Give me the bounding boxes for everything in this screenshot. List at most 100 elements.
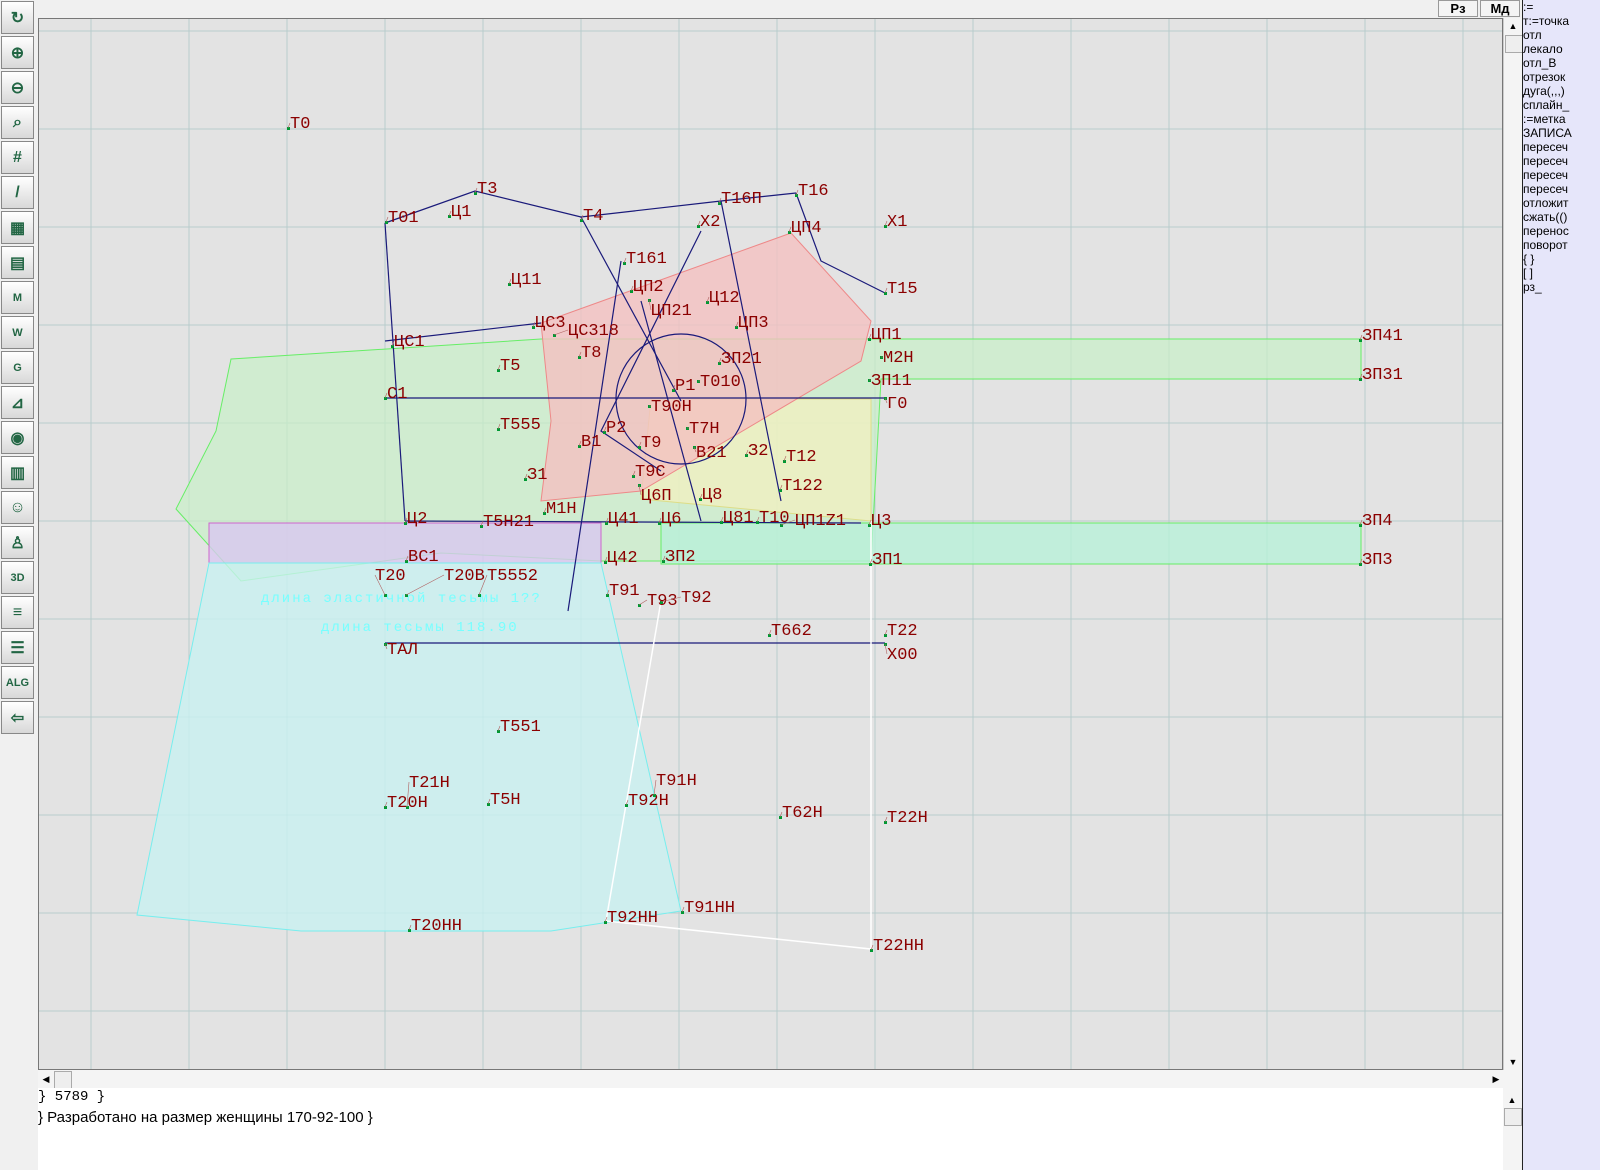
md-button[interactable]: Мд — [1480, 0, 1520, 17]
command-item[interactable]: ЗАПИСА — [1523, 126, 1572, 140]
console-output[interactable]: } 5789 } } Разработано на размер женщины… — [38, 1088, 1503, 1170]
document-button[interactable]: ≡ — [1, 596, 34, 629]
point-label: Ц6П — [641, 487, 672, 506]
point-marker — [1359, 524, 1362, 527]
scroll-up-icon[interactable]: ▲ — [1507, 1095, 1517, 1105]
line-button[interactable]: / — [1, 176, 34, 209]
camera-button[interactable]: ◉ — [1, 421, 34, 454]
annotation-text: длина эластичной тесьмы 1?? — [261, 590, 542, 607]
command-item[interactable]: пересеч — [1523, 168, 1569, 182]
command-item[interactable]: сжать(() — [1523, 210, 1568, 224]
point-marker — [699, 498, 702, 501]
pattern-line — [404, 520, 862, 524]
scroll-right-icon[interactable]: ▶ — [1492, 1074, 1500, 1084]
point-label: ЦС3 — [535, 314, 566, 333]
command-item[interactable]: рз_ — [1523, 280, 1542, 294]
command-item[interactable]: := — [1523, 0, 1534, 14]
pattern-button[interactable]: ▤ — [1, 246, 34, 279]
point-marker — [524, 478, 527, 481]
label-leader-line — [497, 423, 501, 430]
point-label: Т91 — [609, 582, 640, 601]
table-button[interactable]: ▥ — [1, 456, 34, 489]
command-item[interactable]: пересеч — [1523, 154, 1569, 168]
label-leader-line — [718, 357, 722, 364]
point-label: ЗП4 — [1362, 512, 1393, 531]
line-icon: / — [15, 183, 20, 201]
command-item[interactable]: [ ] — [1523, 266, 1534, 280]
avatar-button[interactable]: ☺ — [1, 491, 34, 524]
M-icon: M — [12, 291, 23, 304]
command-item[interactable]: пересеч — [1523, 182, 1569, 196]
ALG-button[interactable]: ALG — [1, 666, 34, 699]
point-marker — [408, 929, 411, 932]
point-label: Ц81 — [723, 509, 754, 528]
command-item[interactable]: { } — [1523, 252, 1535, 266]
drawing-canvas[interactable]: длина эластичной тесьмы 1?? длина тесьмы … — [38, 18, 1503, 1070]
M-button[interactable]: M — [1, 281, 34, 314]
pattern-drawing[interactable]: длина эластичной тесьмы 1?? длина тесьмы … — [39, 19, 1503, 1070]
hscroll-thumb[interactable] — [54, 1071, 72, 1089]
layers-button[interactable]: ☰ — [1, 631, 34, 664]
point-label: ЗП41 — [1362, 327, 1403, 346]
label-leader-line — [720, 516, 724, 523]
point-marker — [404, 522, 407, 525]
scroll-down-icon[interactable]: ▼ — [1508, 1057, 1518, 1067]
command-item[interactable]: дуга(,,,) — [1523, 84, 1565, 98]
command-item[interactable]: отл_В — [1523, 56, 1557, 70]
command-item[interactable]: поворот — [1523, 238, 1568, 252]
zoom-out-button[interactable]: ⊖ — [1, 71, 34, 104]
command-item[interactable]: :=метка — [1523, 112, 1566, 126]
command-item[interactable]: лекало — [1523, 42, 1563, 56]
W-button[interactable]: W — [1, 316, 34, 349]
point-marker — [474, 192, 477, 195]
label-leader-line — [699, 493, 703, 500]
label-leader-line — [604, 556, 608, 563]
horizontal-scrollbar[interactable]: ◀ ▶ — [38, 1070, 1522, 1089]
scroll-up-icon[interactable]: ▲ — [1508, 21, 1518, 31]
pattern-line — [795, 192, 886, 294]
zoom-fit-button[interactable]: ⌕ — [1, 106, 34, 139]
pattern-line — [600, 230, 702, 472]
command-item[interactable]: отрезок — [1523, 70, 1566, 84]
point-marker — [735, 326, 738, 329]
label-leader-line — [580, 214, 584, 221]
point-marker — [648, 299, 651, 302]
jacket-button[interactable]: ♙ — [1, 526, 34, 559]
label-leader-line — [508, 278, 512, 285]
label-leader-line — [735, 321, 739, 328]
point-label: Т551 — [500, 718, 541, 737]
label-leader-line — [374, 574, 386, 596]
label-leader-line — [1359, 558, 1363, 565]
layer-button[interactable]: ▦ — [1, 211, 34, 244]
measure-button[interactable]: ⊿ — [1, 386, 34, 419]
command-item[interactable]: т:=точка — [1523, 14, 1570, 28]
console-line: } 5789 } — [38, 1089, 106, 1105]
console-scrollbar[interactable]: ▲ — [1503, 1088, 1522, 1170]
refresh-button[interactable]: ↻ — [1, 1, 34, 34]
point-marker — [632, 475, 635, 478]
G-button[interactable]: G — [1, 351, 34, 384]
scroll-left-icon[interactable]: ◀ — [42, 1074, 50, 1084]
command-item[interactable]: перенос — [1523, 224, 1569, 238]
scroll-thumb[interactable] — [1504, 1108, 1522, 1126]
command-item[interactable]: отложит — [1523, 196, 1569, 210]
command-list[interactable]: := т:=точка отл лекало отл_В отрезок дуга(,,,)… — [1522, 0, 1600, 1170]
point-label: Т20НН — [411, 917, 462, 936]
point-marker — [508, 283, 511, 286]
point-marker — [1359, 378, 1362, 381]
command-item[interactable]: пересеч — [1523, 140, 1569, 154]
exit-button[interactable]: ⇦ — [1, 701, 34, 734]
3D-button[interactable]: 3D — [1, 561, 34, 594]
zoom-in-button[interactable]: ⊕ — [1, 36, 34, 69]
point-marker — [497, 730, 500, 733]
point-label: Х1 — [887, 213, 907, 232]
vertical-scrollbar[interactable]: ▲ ▼ — [1503, 18, 1523, 1070]
grid-button[interactable]: # — [1, 141, 34, 174]
rz-button[interactable]: Рз — [1438, 0, 1478, 17]
scroll-thumb[interactable] — [1505, 35, 1523, 53]
point-marker — [697, 225, 700, 228]
label-leader-line — [870, 944, 874, 951]
command-item[interactable]: сплайн_ — [1523, 98, 1570, 112]
point-label: Т122 — [782, 477, 823, 496]
command-item[interactable]: отл — [1523, 28, 1542, 42]
